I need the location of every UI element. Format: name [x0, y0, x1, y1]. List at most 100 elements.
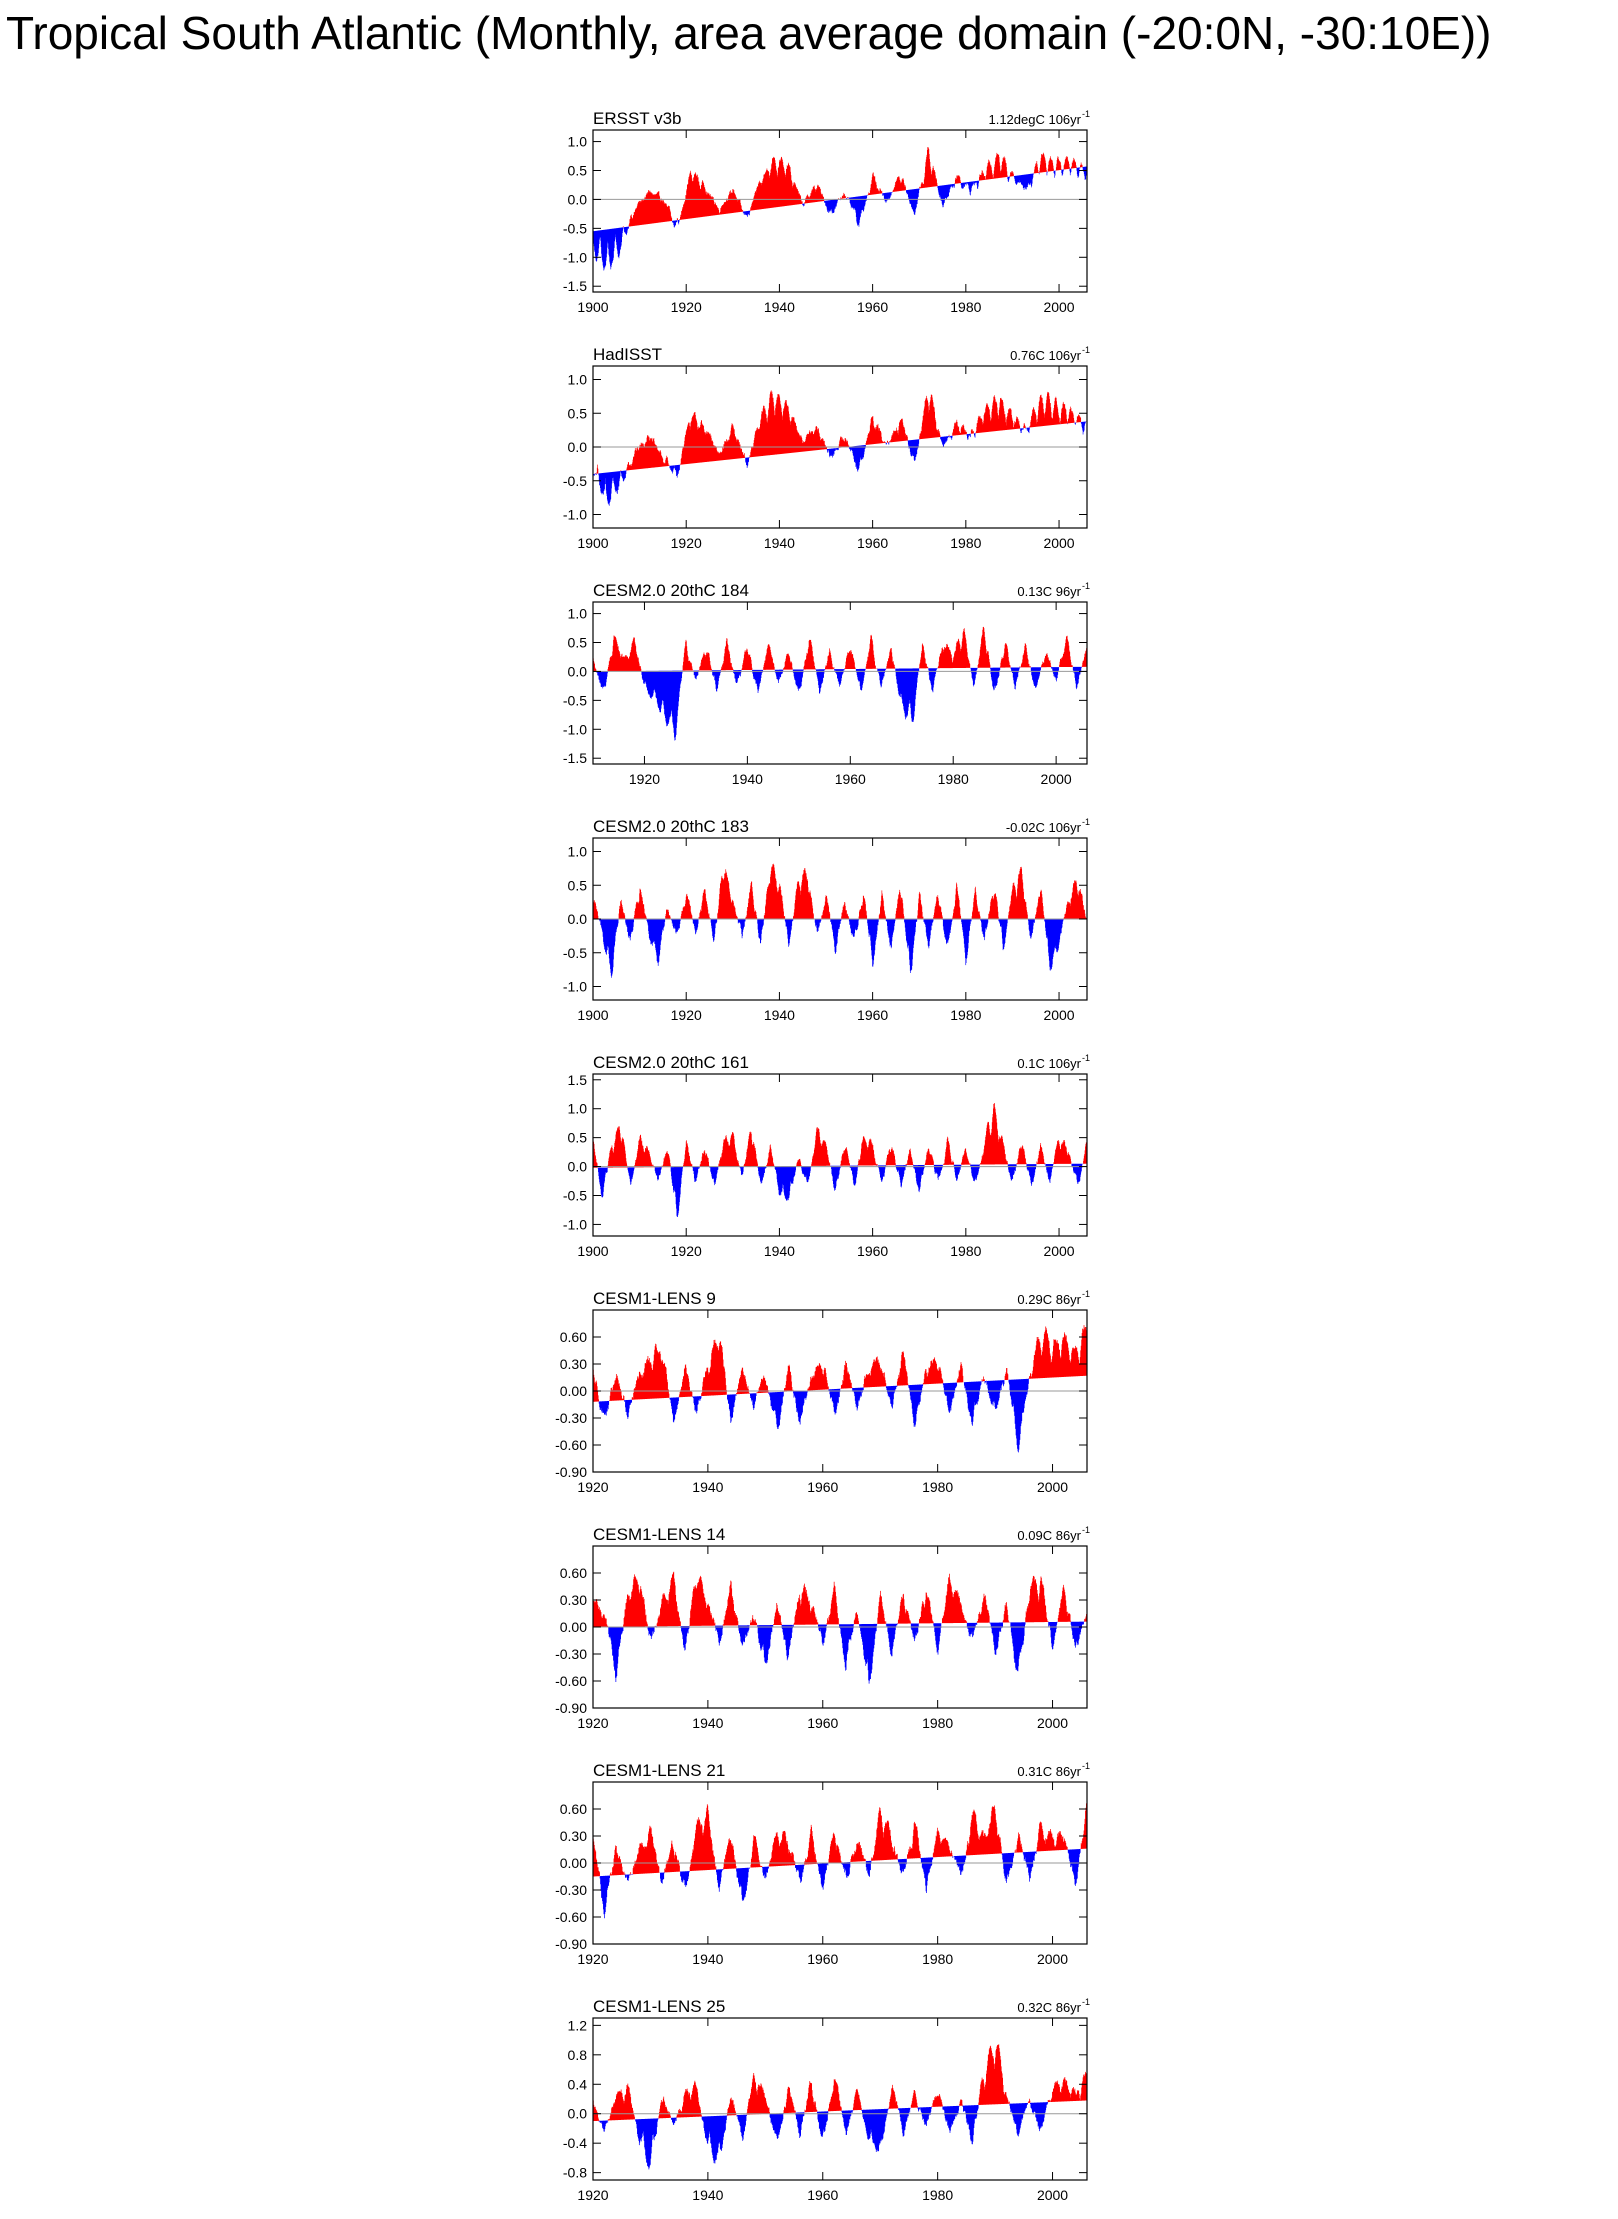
x-tick-label: 1920: [671, 535, 702, 551]
y-tick-label: 0.8: [568, 2047, 588, 2063]
y-tick-label: -0.60: [555, 1909, 587, 1925]
y-tick-label: -1.0: [563, 979, 587, 995]
x-tick-label: 1960: [807, 1479, 838, 1495]
trend-label: -0.02C 106yr: [1006, 820, 1082, 835]
panel-3: 1.0 0.5 0.0 -0.5 -1.0 -1.5 1920 1940 1960 1980 200…: [563, 581, 1090, 787]
main-title: Tropical South Atlantic (Monthly, area a…: [6, 7, 1492, 59]
y-tick-label: -1.0: [563, 1216, 587, 1232]
y-tick-label: 0.5: [568, 163, 588, 179]
trend-label: 0.13C 96yr: [1017, 584, 1081, 599]
y-tick-label: -0.5: [563, 473, 587, 489]
trend-label: 0.31C 86yr: [1017, 1764, 1081, 1779]
x-tick-label: 1920: [577, 1951, 608, 1967]
trend-label-exponent: -1: [1082, 581, 1090, 591]
x-tick-label: 1920: [671, 299, 702, 315]
x-tick-label: 1920: [577, 2187, 608, 2203]
panel-name: CESM1-LENS 21: [593, 1761, 725, 1780]
plot-frame: [592, 601, 1088, 765]
panel-2: 1.0 0.5 0.0 -0.5 -1.0 1900 1920 1940 1960 1980 200…: [563, 345, 1090, 551]
x-tick-label: 1960: [807, 1951, 838, 1967]
positive-anomaly-bars: [594, 390, 1088, 474]
positive-anomaly-bars: [593, 1102, 1088, 1168]
x-tick-label: 1920: [629, 771, 660, 787]
x-tick-label: 1980: [922, 1479, 953, 1495]
x-tick-label: 1920: [577, 1479, 608, 1495]
trend-label: 0.32C 86yr: [1017, 2000, 1081, 2015]
x-tick-label: 1920: [577, 1715, 608, 1731]
x-tick-label: 2000: [1037, 1951, 1068, 1967]
panel-9: 1.2 0.8 0.4 0.0 -0.4 -0.8 1920 1940 1960 1980 2000…: [563, 1997, 1090, 2203]
x-tick-label: 1900: [577, 1243, 608, 1259]
negative-anomaly-bars: [598, 919, 1088, 978]
panel-name: CESM2.0 20thC 184: [593, 581, 749, 600]
y-tick-label: -1.0: [563, 507, 587, 523]
trend-label: 0.1C 106yr: [1017, 1056, 1081, 1071]
y-tick-label: -0.5: [563, 692, 587, 708]
x-tick-label: 1940: [764, 535, 795, 551]
x-tick-label: 1960: [807, 2187, 838, 2203]
y-tick-label: 0.0: [568, 2106, 588, 2122]
y-tick-label: -0.90: [555, 1464, 587, 1480]
x-tick-label: 1920: [671, 1243, 702, 1259]
y-tick-label: 0.0: [568, 191, 588, 207]
x-tick-label: 1900: [577, 535, 608, 551]
y-tick-label: 1.0: [568, 372, 588, 388]
positive-anomaly-bars: [622, 147, 1083, 228]
positive-anomaly-bars: [593, 1325, 1088, 1402]
y-tick-label: 0.0: [568, 1159, 588, 1175]
y-tick-label: 0.60: [560, 1565, 587, 1581]
x-tick-label: 1920: [671, 1007, 702, 1023]
y-tick-label: 0.30: [560, 1356, 587, 1372]
x-tick-label: 2000: [1043, 1243, 1074, 1259]
y-tick-label: -1.0: [563, 249, 587, 265]
x-tick-label: 1960: [857, 299, 888, 315]
y-tick-label: 0.60: [560, 1801, 587, 1817]
x-tick-label: 1960: [835, 771, 866, 787]
y-tick-label: -0.30: [555, 1882, 587, 1898]
x-tick-label: 1900: [577, 1007, 608, 1023]
x-tick-label: 2000: [1037, 1479, 1068, 1495]
y-tick-label: 0.0: [568, 663, 588, 679]
positive-anomaly-bars: [593, 2044, 1088, 2122]
negative-anomaly-bars: [607, 1621, 1085, 1684]
y-tick-label: 1.5: [568, 1072, 588, 1088]
panel-name: CESM2.0 20thC 161: [593, 1053, 749, 1072]
y-tick-label: -0.5: [563, 945, 587, 961]
y-tick-label: 0.5: [568, 635, 588, 651]
y-tick-label: -0.90: [555, 1700, 587, 1716]
y-tick-label: 0.30: [560, 1592, 587, 1608]
x-tick-label: 2000: [1037, 1715, 1068, 1731]
x-tick-label: 2000: [1043, 1007, 1074, 1023]
y-tick-label: 1.2: [568, 2017, 588, 2033]
y-tick-label: -0.8: [563, 2165, 587, 2181]
positive-anomaly-bars: [593, 1571, 1088, 1627]
y-tick-label: -0.60: [555, 1437, 587, 1453]
panel-1: 1.0 0.5 0.0 -0.5 -1.0 -1.5 1900 1920 1940 1960 198…: [563, 109, 1090, 315]
x-tick-label: 1940: [692, 2187, 723, 2203]
y-tick-label: 0.5: [568, 405, 588, 421]
x-tick-label: 1940: [764, 299, 795, 315]
y-tick-label: 0.5: [568, 877, 588, 893]
y-tick-label: -1.5: [563, 278, 587, 294]
y-tick-label: -0.4: [563, 2135, 587, 2151]
x-tick-label: 1980: [922, 1951, 953, 1967]
trend-label-exponent: -1: [1082, 817, 1090, 827]
negative-anomaly-bars: [598, 2102, 1051, 2170]
y-tick-label: 0.60: [560, 1329, 587, 1345]
y-tick-label: 0.00: [560, 1855, 587, 1871]
panel-name: CESM1-LENS 14: [593, 1525, 725, 1544]
x-tick-label: 1980: [950, 299, 981, 315]
panel-name: CESM1-LENS 25: [593, 1997, 725, 2016]
y-tick-label: -0.5: [563, 220, 587, 236]
x-tick-label: 1940: [692, 1951, 723, 1967]
y-tick-label: 0.0: [568, 439, 588, 455]
x-tick-label: 1980: [950, 1007, 981, 1023]
y-tick-label: -1.0: [563, 721, 587, 737]
x-tick-label: 1940: [692, 1715, 723, 1731]
y-tick-label: -1.5: [563, 750, 587, 766]
y-tick-label: 0.30: [560, 1828, 587, 1844]
x-tick-label: 1940: [692, 1479, 723, 1495]
panel-name: CESM1-LENS 9: [593, 1289, 716, 1308]
